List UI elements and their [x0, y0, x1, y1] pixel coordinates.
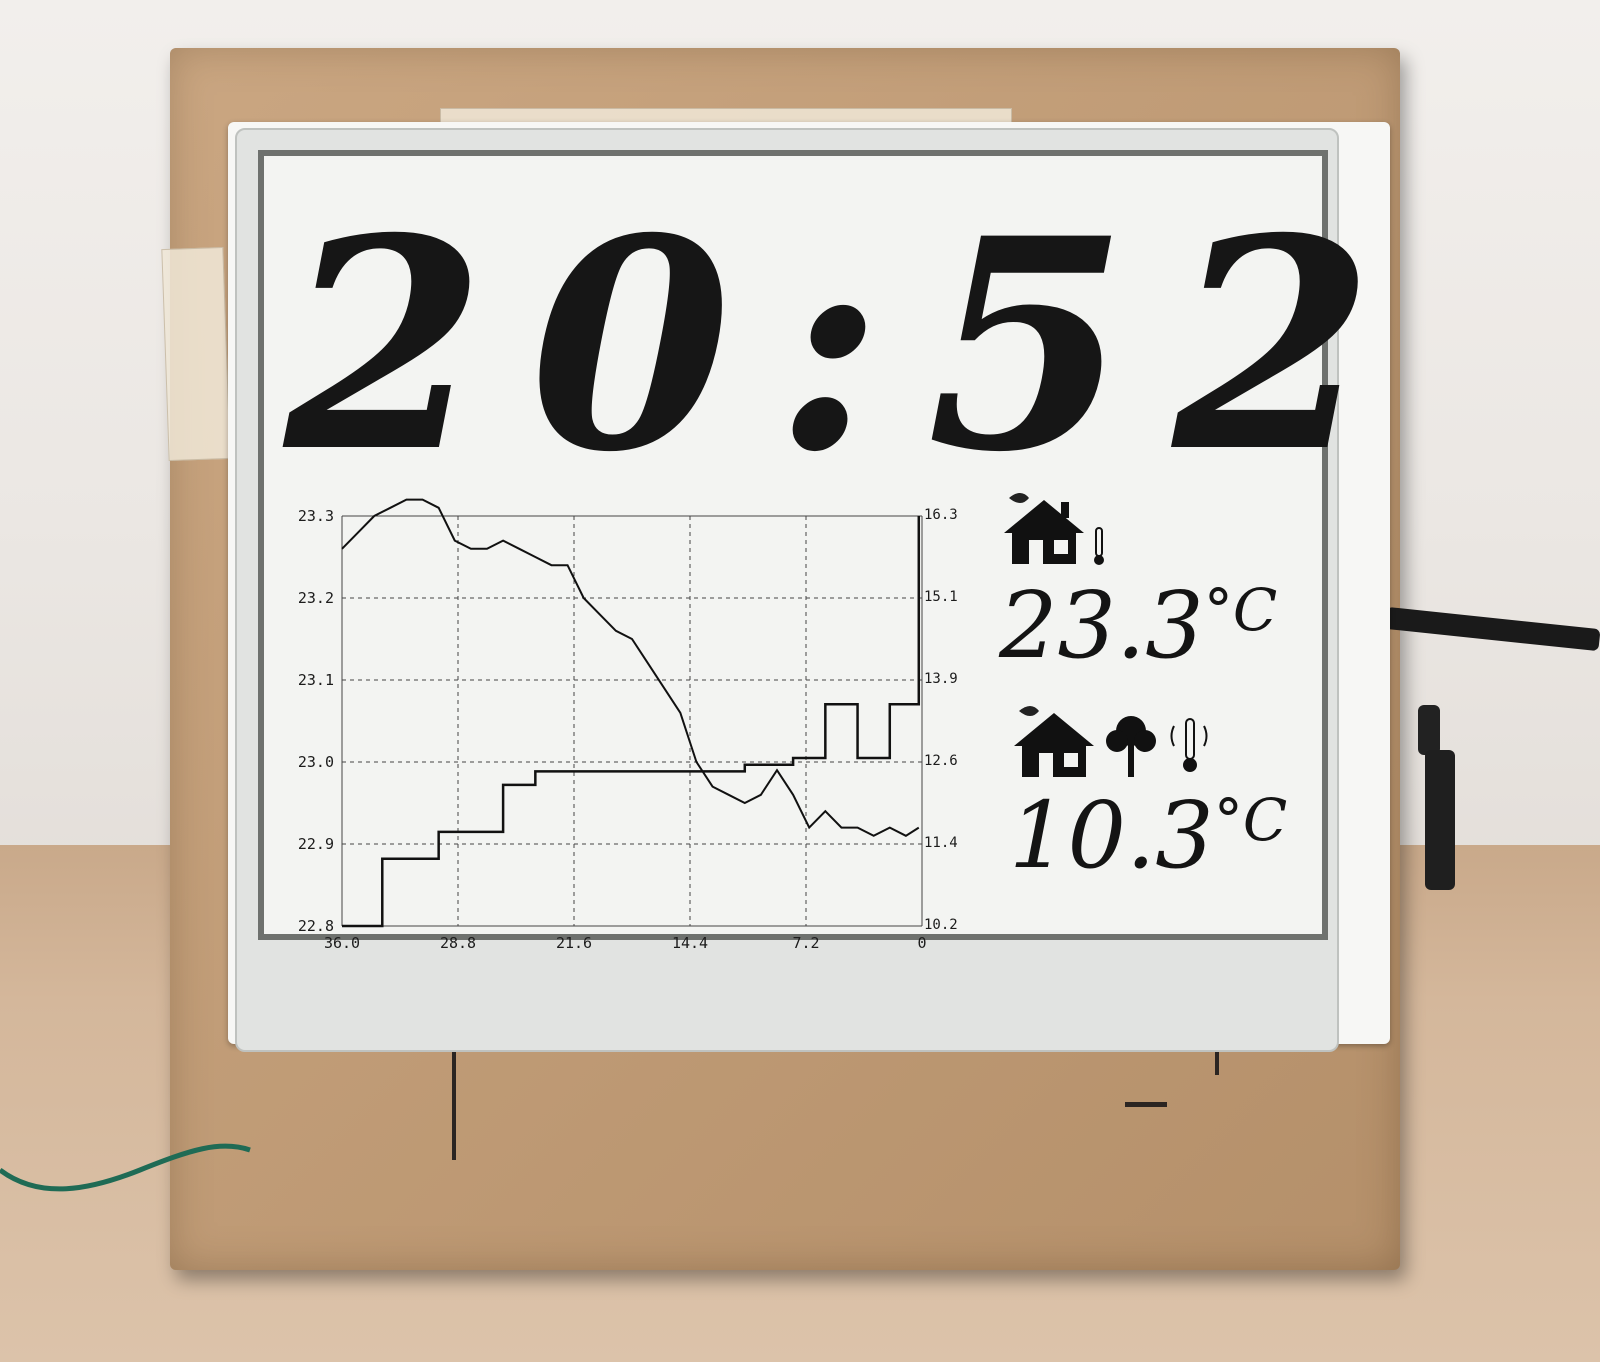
- left-y-tick-label: 23.1: [298, 671, 334, 689]
- right-y-tick-label: 10.2: [924, 917, 958, 933]
- pen-dash: [1125, 1102, 1167, 1107]
- pen-line-left: [452, 1040, 456, 1160]
- chart-ticks: 36.0 28.8 21.6 14.4 7.2 0 23.3 23.2 23.1 23.0 22.9…: [298, 507, 927, 952]
- x-tick-label: 7.2: [792, 934, 819, 952]
- left-y-tick-label: 23.0: [298, 753, 334, 771]
- x-tick-label: 0: [917, 934, 926, 952]
- left-y-tick-label: 23.3: [298, 507, 334, 525]
- green-wire: [0, 1143, 251, 1192]
- outdoor-temperature: 10.3°C: [1009, 786, 1287, 886]
- left-y-tick-label: 22.9: [298, 835, 334, 853]
- indoor-house-icon: [1004, 493, 1104, 565]
- sensor-wire-sleeve: [1425, 750, 1455, 890]
- x-tick-label: 21.6: [556, 934, 592, 952]
- right-y-tick-label: 13.9: [924, 671, 958, 687]
- outdoor-temperature-value: 10.3: [1009, 782, 1214, 889]
- tape-strip-left: [161, 246, 231, 462]
- left-y-tick-label: 22.8: [298, 917, 334, 935]
- outdoor-house-icon: [1014, 706, 1208, 777]
- history-chart: 36.0 28.8 21.6 14.4 7.2 0 23.3 23.2 23.1 23.0 22.9…: [298, 498, 927, 952]
- indoor-temperature: 23.3°C: [999, 576, 1277, 676]
- x-tick-label: 36.0: [324, 934, 360, 952]
- right-y-tick-label: 12.6: [924, 753, 958, 769]
- right-y-tick-label: 15.1: [924, 589, 958, 605]
- right-y-tick-label: 11.4: [924, 835, 958, 851]
- series-outdoor-line: [342, 516, 921, 928]
- right-y-tick-label: 16.3: [924, 507, 958, 523]
- clock-time: 20:52: [284, 176, 1419, 516]
- x-tick-label: 14.4: [672, 934, 708, 952]
- epaper-screen: 20:52 36.0 28.8 21.6 14.4 7.2 0 23.3 23.2 23.1 23…: [258, 150, 1419, 952]
- outdoor-temperature-unit: °C: [1213, 786, 1288, 854]
- indoor-temperature-unit: °C: [1203, 576, 1278, 644]
- series-indoor-line: [341, 498, 920, 837]
- left-y-tick-label: 23.2: [298, 589, 334, 607]
- sensor-probe: [1418, 705, 1440, 755]
- chart-grid: [341, 515, 923, 927]
- x-tick-label: 28.8: [440, 934, 476, 952]
- indoor-temperature-value: 23.3: [999, 572, 1204, 679]
